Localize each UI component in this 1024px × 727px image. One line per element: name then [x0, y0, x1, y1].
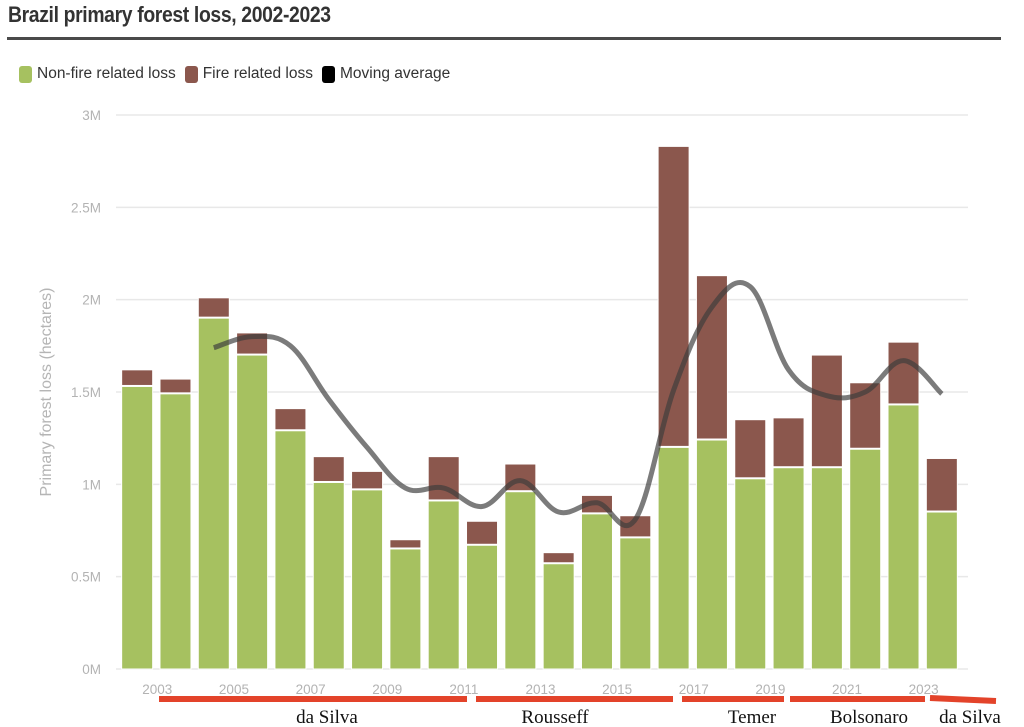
bar-nonfire-2012[interactable]	[504, 491, 537, 670]
bar-fire-2007[interactable]	[312, 456, 345, 482]
moving-average-line	[213, 280, 944, 529]
president-annotations: da Silva Rousseff Temer Bolsonaro da Silva	[159, 695, 1001, 727]
bar-fire-2022[interactable]	[887, 341, 920, 405]
y-tick-label: 2.5M	[71, 200, 101, 215]
bar-fire-2002[interactable]	[121, 369, 154, 386]
bar-fire-2004[interactable]	[197, 297, 230, 318]
bar-fire-2011[interactable]	[466, 520, 499, 545]
bar-nonfire-2013[interactable]	[542, 563, 575, 670]
bar-nonfire-2022[interactable]	[887, 404, 920, 670]
bar-nonfire-2004[interactable]	[197, 317, 230, 670]
annotation-label: Temer	[728, 707, 777, 727]
bar-nonfire-2011[interactable]	[466, 544, 499, 670]
annotation-label: da Silva	[296, 707, 358, 727]
annotation-label: Bolsonaro	[830, 707, 908, 727]
x-tick-label: 2017	[679, 682, 709, 697]
bar-fire-2003[interactable]	[159, 378, 192, 394]
y-tick-label: 0M	[82, 662, 101, 677]
bar-nonfire-2015[interactable]	[619, 537, 652, 670]
bar-fire-2013[interactable]	[542, 552, 575, 564]
x-tick-label: 2015	[602, 682, 632, 697]
x-tick-label: 2007	[296, 682, 326, 697]
annotation-bar	[929, 695, 997, 704]
bar-nonfire-2020[interactable]	[810, 467, 843, 670]
legend: Non-fire related loss Fire related loss …	[19, 65, 459, 83]
bar-fire-2019[interactable]	[772, 417, 805, 468]
y-tick-label: 1.5M	[71, 385, 101, 400]
bar-nonfire-2019[interactable]	[772, 467, 805, 670]
annotation-label: Rousseff	[521, 707, 589, 727]
bar-fire-2020[interactable]	[810, 354, 843, 468]
y-axis-label: Primary forest loss (hectares)	[38, 288, 55, 497]
bar-nonfire-2009[interactable]	[389, 548, 422, 670]
bar-fire-2008[interactable]	[351, 470, 384, 490]
x-axis-ticks: 2003 2005 2007 2009 2011 2013 2015 2017 2019 2021…	[142, 682, 938, 697]
bar-nonfire-2016[interactable]	[657, 446, 690, 670]
bar-nonfire-2021[interactable]	[849, 448, 882, 670]
y-tick-label: 2M	[82, 293, 101, 308]
bar-nonfire-2017[interactable]	[695, 439, 728, 670]
x-tick-label: 2003	[142, 682, 172, 697]
chart-title: Brazil primary forest loss, 2002-2023	[8, 2, 331, 27]
y-axis-ticks: 0M 0.5M 1M 1.5M 2M 2.5M 3M	[71, 108, 101, 677]
bar-nonfire-2005[interactable]	[236, 354, 269, 670]
green-square-icon	[19, 65, 32, 83]
bar-nonfire-2023[interactable]	[925, 511, 958, 670]
y-tick-label: 1M	[82, 477, 101, 492]
x-tick-label: 2019	[755, 682, 785, 697]
brown-square-icon	[184, 65, 198, 83]
annotation-label: da Silva	[939, 707, 1001, 727]
bar-fire-2006[interactable]	[274, 408, 307, 431]
x-tick-label: 2011	[449, 682, 478, 697]
bar-nonfire-2002[interactable]	[121, 385, 154, 670]
bar-nonfire-2003[interactable]	[159, 393, 192, 670]
bar-fire-2009[interactable]	[389, 539, 422, 549]
bar-nonfire-2007[interactable]	[312, 481, 345, 670]
bar-nonfire-2010[interactable]	[427, 500, 460, 670]
x-tick-label: 2023	[909, 682, 939, 697]
legend-label: Fire related loss	[202, 65, 313, 82]
legend-label: Non-fire related loss	[37, 65, 176, 82]
bar-nonfire-2018[interactable]	[734, 478, 767, 670]
bar-fire-2023[interactable]	[925, 457, 958, 512]
y-tick-label: 0.5M	[71, 570, 101, 585]
y-tick-label: 3M	[82, 108, 101, 123]
moving-average-path[interactable]	[213, 280, 944, 529]
x-tick-label: 2021	[832, 682, 862, 697]
bar-fire-2018[interactable]	[734, 419, 767, 479]
bar-fire-2016[interactable]	[657, 145, 690, 447]
legend-item-fire[interactable]: Fire related loss	[184, 65, 313, 83]
x-tick-label: 2005	[219, 682, 249, 697]
legend-label: Moving average	[339, 65, 451, 82]
bars	[121, 145, 958, 670]
bar-nonfire-2008[interactable]	[351, 489, 384, 670]
x-tick-label: 2013	[525, 682, 555, 697]
legend-item-moving-average[interactable]: Moving average	[321, 65, 451, 83]
title-divider	[7, 37, 1001, 40]
bar-nonfire-2006[interactable]	[274, 430, 307, 670]
bar-fire-2017[interactable]	[695, 275, 728, 440]
black-square-icon	[321, 65, 335, 83]
x-tick-label: 2009	[372, 682, 402, 697]
bar-nonfire-2014[interactable]	[580, 513, 613, 670]
legend-item-nonfire[interactable]: Non-fire related loss	[19, 65, 176, 83]
